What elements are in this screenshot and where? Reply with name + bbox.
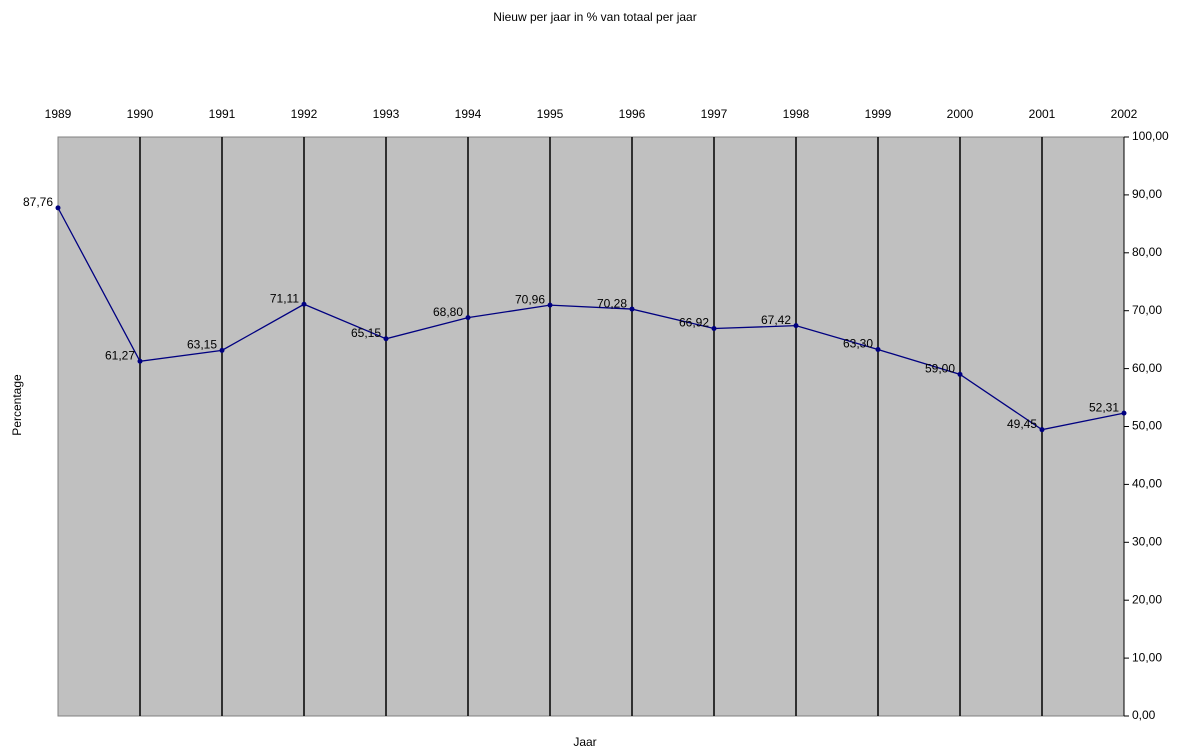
data-label: 63,15	[187, 338, 217, 352]
data-point	[301, 301, 307, 307]
plot-area	[57, 136, 1125, 717]
data-label: 66,92	[679, 316, 709, 330]
x-axis-title: Jaar	[573, 735, 596, 749]
data-point	[219, 347, 225, 353]
y-tick-label: 50,00	[1132, 419, 1162, 433]
y-tick-label: 60,00	[1132, 361, 1162, 375]
x-tick-label: 1998	[783, 107, 810, 121]
data-label: 68,80	[433, 305, 463, 319]
y-tick-label: 100,00	[1132, 129, 1169, 143]
data-label: 87,76	[23, 195, 53, 209]
data-point	[957, 371, 963, 377]
x-tick-label: 1999	[865, 107, 892, 121]
x-tick-label: 1993	[373, 107, 400, 121]
data-label: 59,00	[925, 362, 955, 376]
x-tick-label: 1991	[209, 107, 236, 121]
data-point	[793, 323, 799, 329]
y-axis-title: Percentage	[10, 374, 24, 436]
data-label: 63,30	[843, 337, 873, 351]
data-point	[465, 315, 471, 321]
x-tick-label: 1992	[291, 107, 318, 121]
x-tick-label: 1994	[455, 107, 482, 121]
data-point	[711, 326, 717, 332]
x-tick-label: 1990	[127, 107, 154, 121]
chart-title: Nieuw per jaar in % van totaal per jaar	[493, 10, 696, 24]
x-tick-label: 1995	[537, 107, 564, 121]
data-point	[629, 306, 635, 312]
y-tick-label: 90,00	[1132, 187, 1162, 201]
y-tick-label: 10,00	[1132, 650, 1162, 664]
x-tick-label: 2002	[1111, 107, 1138, 121]
data-label: 61,27	[105, 348, 135, 362]
data-label: 67,42	[761, 313, 791, 327]
data-point	[1039, 427, 1045, 433]
x-tick-label: 1996	[619, 107, 646, 121]
data-point	[547, 302, 553, 308]
data-point	[875, 346, 881, 352]
y-tick-label: 40,00	[1132, 477, 1162, 491]
data-point	[383, 336, 389, 342]
data-point	[55, 205, 61, 211]
x-tick-label: 2000	[947, 107, 974, 121]
data-point	[137, 358, 143, 364]
data-label: 70,28	[597, 296, 627, 310]
data-point	[1121, 410, 1127, 416]
data-label: 49,45	[1007, 417, 1037, 431]
y-tick-label: 0,00	[1132, 708, 1156, 722]
data-label: 71,11	[270, 291, 299, 305]
y-tick-label: 70,00	[1132, 303, 1162, 317]
data-label: 52,31	[1089, 400, 1119, 414]
y-tick-label: 30,00	[1132, 534, 1162, 548]
data-label: 65,15	[351, 326, 381, 340]
y-tick-label: 80,00	[1132, 245, 1162, 259]
x-tick-label: 1989	[45, 107, 72, 121]
y-tick-label: 20,00	[1132, 592, 1162, 606]
data-line	[57, 207, 1125, 431]
data-label: 70,96	[515, 292, 545, 306]
x-tick-label: 2001	[1029, 107, 1056, 121]
x-tick-label: 1997	[701, 107, 728, 121]
